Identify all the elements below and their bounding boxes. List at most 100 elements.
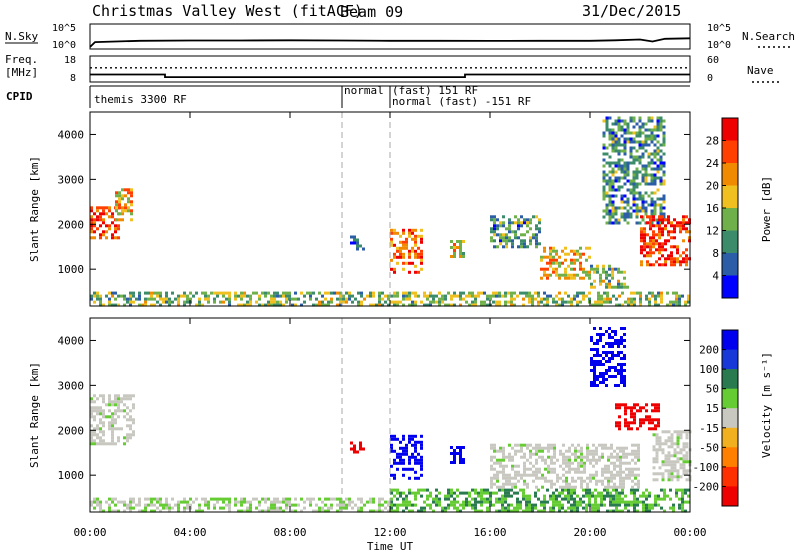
power-cell [662,170,666,174]
velocity-cell [620,378,623,381]
velocity-cell [589,476,592,480]
velocity-cell [645,403,648,407]
power-cell [629,215,633,219]
power-cell [650,173,654,177]
power-cell [144,297,147,301]
velocity-cell [685,445,689,449]
velocity-cell [522,491,525,495]
velocity-cell [168,509,171,513]
power-cell [378,294,381,298]
velocity-region-7 [590,327,626,387]
velocity-cell [90,397,93,401]
velocity-cell [150,503,153,507]
velocity-cell [571,479,574,483]
velocity-cell [255,497,258,501]
power-cell [99,294,102,298]
velocity-cell [499,485,502,489]
power-cell [514,230,517,234]
power-cell [127,197,130,201]
velocity-ytick-label: 1000 [58,469,85,482]
power-cell [682,227,685,231]
velocity-cell [543,503,546,507]
velocity-cell [617,351,620,354]
velocity-cell [447,497,450,501]
velocity-cell [559,476,562,480]
velocity-cell [480,491,483,495]
power-cell [606,300,609,304]
velocity-cell [685,454,689,458]
power-cell [102,218,105,222]
power-cell [502,224,505,228]
velocity-cell [474,491,477,495]
power-cell [121,197,124,201]
power-cell [666,291,669,295]
velocity-cell [565,458,568,462]
power-cell [611,137,615,141]
power-cell [623,182,627,186]
power-cell [620,206,624,210]
velocity-cell [408,509,411,513]
power-cell [649,263,652,267]
velocity-cell [511,455,514,459]
velocity-cell [462,458,465,461]
power-cell [453,255,456,258]
power-cell [111,221,114,225]
power-cell [608,131,612,135]
velocity-cell [108,427,111,431]
power-cell [603,300,606,304]
velocity-cell [676,439,680,443]
power-cell [611,131,615,135]
velocity-cell [565,485,568,489]
velocity-cell [96,406,99,410]
velocity-cell [666,494,669,498]
power-cell [96,227,99,231]
power-cell [121,188,124,192]
velocity-cell [529,467,532,471]
power-cell [658,215,661,219]
nsky-panel-frame [89,23,691,50]
power-cell [531,303,534,307]
power-cell [474,297,477,301]
power-cell [213,291,216,295]
velocity-cell [619,446,622,450]
velocity-cell [129,397,132,401]
velocity-cell [576,509,579,513]
power-cell [667,218,670,222]
power-cell [453,252,456,255]
velocity-cell [672,503,675,507]
power-cell [558,303,561,307]
power-cell [261,303,264,307]
power-cell [501,294,504,298]
velocity-cell [681,494,684,498]
velocity-cell [114,442,117,446]
power-cell [579,252,582,256]
velocity-region-5 [450,446,465,464]
power-cell [162,300,165,304]
power-cell [629,191,633,195]
velocity-cell [123,403,126,407]
power-cell [114,230,117,234]
velocity-cell [633,494,636,498]
power-cell [402,261,405,265]
power-cell [165,294,168,298]
velocity-cell [655,472,659,476]
velocity-cell [601,455,604,459]
velocity-cell [273,503,276,507]
power-cell [662,164,666,168]
velocity-cell [237,500,240,504]
velocity-cell [593,375,596,378]
power-cell [608,212,612,216]
velocity-cell [585,488,588,492]
velocity-cell [595,446,598,450]
power-cell [417,255,420,259]
power-cell [652,218,655,222]
power-cell [498,303,501,307]
velocity-cell [619,458,622,462]
velocity-cbar-tick-label: -50 [699,441,719,454]
velocity-cell [657,421,660,425]
power-cell [658,242,661,246]
power-cell [652,236,655,240]
power-cell [611,173,615,177]
velocity-cell [687,500,690,504]
power-cell [420,228,423,232]
